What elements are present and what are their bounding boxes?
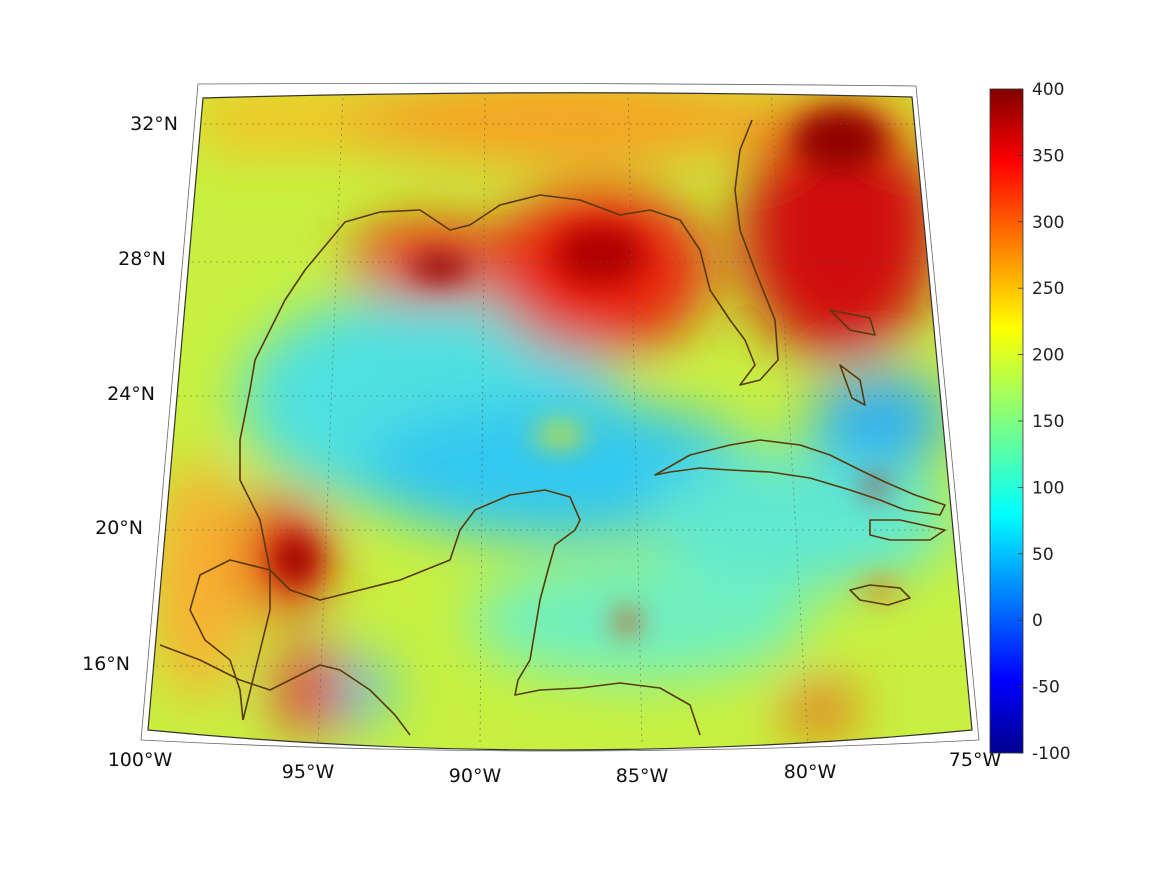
colorbar-tick-label: 400 <box>1032 80 1064 100</box>
colorbar: 400 350 300 250 200 150 100 50 0 -50 -100 <box>989 80 1071 764</box>
colorbar-tick-label: -50 <box>1032 678 1060 698</box>
lat-label-16n: 16°N <box>82 653 130 675</box>
colorbar-tick-label: -100 <box>1032 744 1071 764</box>
colorbar-tick-label: 200 <box>1032 346 1064 366</box>
lat-label-24n: 24°N <box>107 383 155 405</box>
lon-label-75w: 75°W <box>949 749 1002 771</box>
lat-label-28n: 28°N <box>118 248 166 270</box>
lon-label-80w: 80°W <box>784 761 837 783</box>
colorbar-tick-label: 50 <box>1032 545 1054 565</box>
lat-label-20n: 20°N <box>95 517 143 539</box>
lon-label-85w: 85°W <box>616 765 669 787</box>
colorbar-tick-label: 350 <box>1032 146 1064 166</box>
colorbar-tick-label: 0 <box>1032 611 1043 631</box>
lat-labels: 32°N 28°N 24°N 20°N 16°N <box>82 113 178 675</box>
lon-label-100w: 100°W <box>108 749 173 771</box>
colorbar-tick-label: 100 <box>1032 478 1064 498</box>
lon-labels: 100°W 95°W 90°W 85°W 80°W 75°W <box>108 749 1002 787</box>
graticule <box>150 92 966 746</box>
lon-label-95w: 95°W <box>282 761 335 783</box>
colorbar-ticks: 400 350 300 250 200 150 100 50 0 -50 -100 <box>1018 80 1071 764</box>
lon-label-90w: 90°W <box>449 765 502 787</box>
colorbar-tick-label: 150 <box>1032 412 1064 432</box>
colorbar-tick-label: 300 <box>1032 213 1064 233</box>
lat-label-32n: 32°N <box>130 113 178 135</box>
map-frame <box>147 92 973 751</box>
colorbar-tick-label: 250 <box>1032 279 1064 299</box>
coastlines <box>159 119 946 736</box>
heatmap-field <box>148 92 972 751</box>
colorbar-gradient <box>989 88 1024 754</box>
map-frame-outer <box>140 82 980 752</box>
